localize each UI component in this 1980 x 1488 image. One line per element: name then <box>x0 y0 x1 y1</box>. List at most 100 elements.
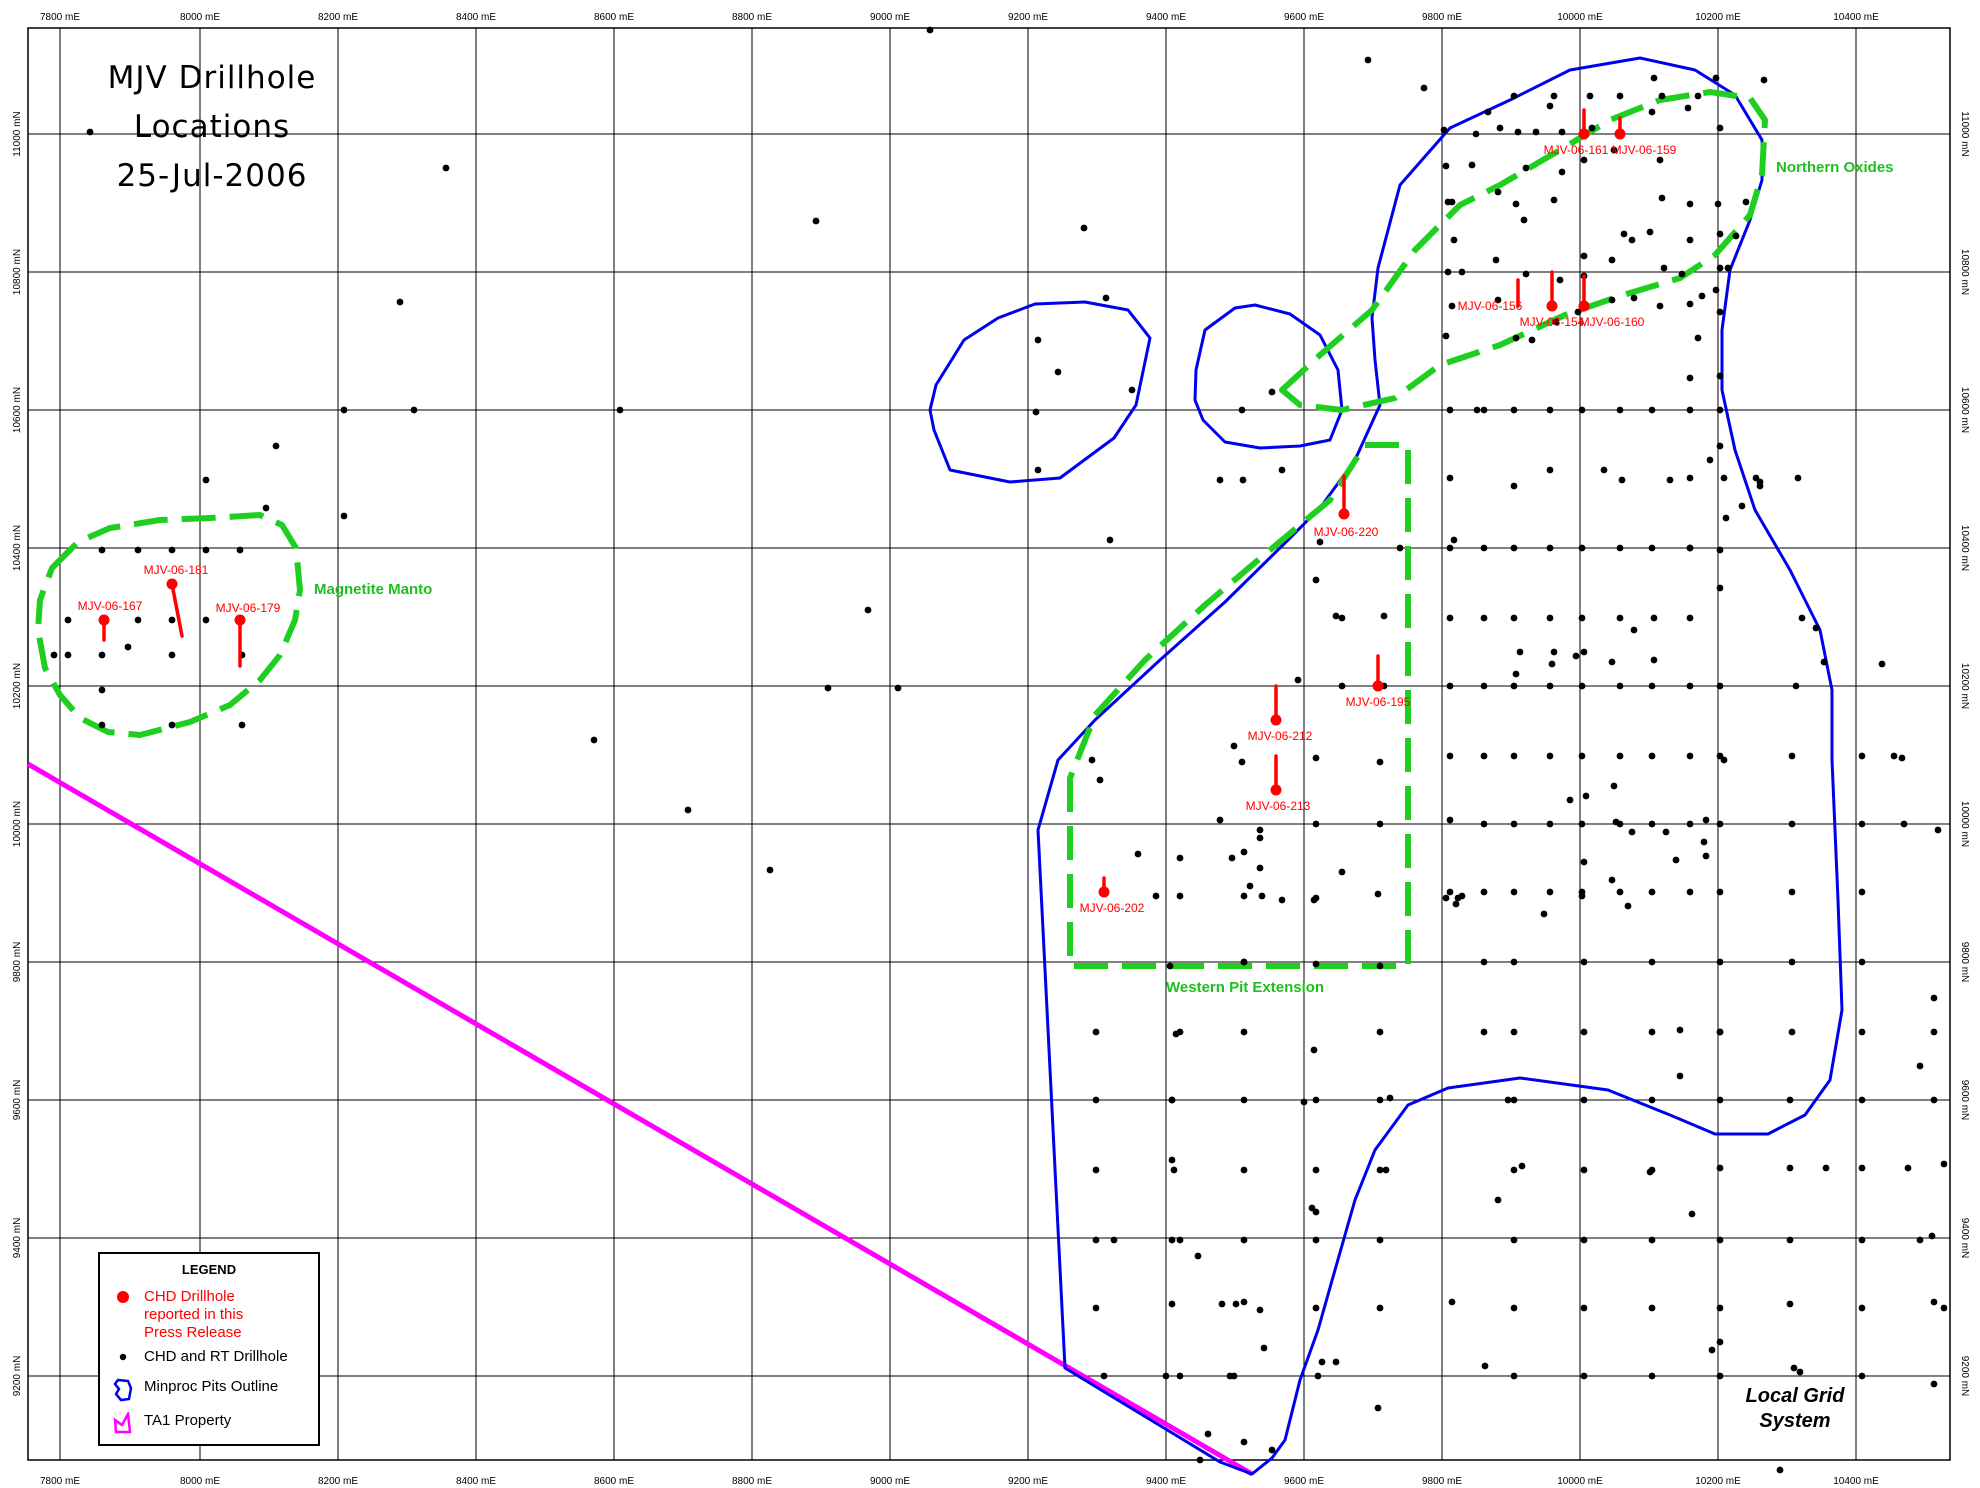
drillhole-dot <box>1240 958 1248 966</box>
drillhole-dot <box>1786 1096 1794 1104</box>
drillhole-dot <box>1686 474 1694 482</box>
drillhole-dot <box>1446 752 1454 760</box>
drillhole-dot <box>1794 474 1802 482</box>
reported-drillhole-dot <box>166 578 178 590</box>
drillhole-dot <box>236 546 244 554</box>
drillhole-dot <box>1650 614 1658 622</box>
easting-label: 9600 mE <box>1284 12 1324 23</box>
red-dot-icon <box>112 1288 134 1310</box>
drillhole-dot <box>1376 1166 1384 1174</box>
drillhole-dot <box>1510 1166 1518 1174</box>
drillhole-dot <box>1166 962 1174 970</box>
drillhole-dot <box>1788 958 1796 966</box>
drillhole-dot <box>1580 1028 1588 1036</box>
drillhole-dot <box>1312 1166 1320 1174</box>
drillhole-dot <box>1786 1164 1794 1172</box>
drillhole-dot <box>1656 302 1664 310</box>
drillhole-dot <box>410 406 418 414</box>
reported-drillhole-dot <box>1614 128 1626 140</box>
northing-label: 10200 mN <box>12 663 23 709</box>
drillhole-dot <box>1386 1094 1394 1102</box>
northing-label: 9600 mN <box>1959 1080 1970 1121</box>
drillhole-dot <box>1616 614 1624 622</box>
drillhole-dot <box>1268 1446 1276 1454</box>
drillhole-dot <box>1310 896 1318 904</box>
drillhole-dot <box>1106 536 1114 544</box>
drillhole-dot <box>1546 820 1554 828</box>
drillhole-dot <box>1168 1156 1176 1164</box>
drillhole-dot <box>1032 408 1040 416</box>
drillhole-dot <box>1092 1166 1100 1174</box>
easting-label: 9800 mE <box>1422 12 1462 23</box>
drillhole-dot <box>1720 474 1728 482</box>
drillhole-dot <box>1446 614 1454 622</box>
drillhole-dot <box>1100 1372 1108 1380</box>
drillhole-dot <box>1481 1362 1489 1370</box>
drillhole-dot <box>1648 958 1656 966</box>
drillhole-dot <box>1716 264 1724 272</box>
drillhole-dot <box>442 164 450 172</box>
drillhole-dot <box>1580 858 1588 866</box>
drillhole-dot <box>1678 270 1686 278</box>
northing-label: 10600 mN <box>1959 387 1970 433</box>
drillhole-dot <box>1238 406 1246 414</box>
drillhole-dot <box>590 736 598 744</box>
drillhole-dot <box>1312 820 1320 828</box>
drillhole-dot <box>98 651 106 659</box>
drillhole-dot <box>1034 466 1042 474</box>
drillhole-dot <box>1240 892 1248 900</box>
drillhole-dot <box>1510 752 1518 760</box>
drillhole-dot <box>168 721 176 729</box>
drillhole-dot <box>1546 682 1554 690</box>
drillhole-dot <box>1684 104 1692 112</box>
drillhole-dot <box>1858 1164 1866 1172</box>
northing-axis-labels: 11000 mN 11000 mN 10800 mN 10800 mN 10600 mN… <box>12 111 1970 1396</box>
drillhole-dot <box>64 651 72 659</box>
drillhole-dot <box>1858 820 1866 828</box>
drillhole-dot <box>1278 896 1286 904</box>
zone-label: Western Pit Extension <box>1166 979 1324 996</box>
drillhole-dot <box>1666 476 1674 484</box>
drillhole-dot <box>1216 816 1224 824</box>
drillhole-dot <box>1176 854 1184 862</box>
drillhole-dot <box>1930 994 1938 1002</box>
drillhole-dot <box>1586 92 1594 100</box>
drillhole-dot <box>1608 876 1616 884</box>
drillhole-dot <box>1170 1166 1178 1174</box>
drillhole-dot <box>1890 752 1898 760</box>
drillhole-dot <box>1450 536 1458 544</box>
drillhole-dot <box>1790 1364 1798 1372</box>
drillhole-dot <box>1216 476 1224 484</box>
drillhole-dot <box>1510 820 1518 828</box>
easting-label: 10000 mE <box>1557 1476 1603 1487</box>
zone-label: Magnetite Manto <box>314 581 432 598</box>
drillhole-dot <box>1338 682 1346 690</box>
legend-label-pit-outline: Minproc Pits Outline <box>144 1378 279 1395</box>
drillhole-dot <box>1510 614 1518 622</box>
drillhole-dot <box>1312 960 1320 968</box>
drillhole-dot <box>1786 1300 1794 1308</box>
drillhole-dot <box>1152 892 1160 900</box>
drillhole-dot <box>1550 196 1558 204</box>
drillhole-dot <box>1708 1346 1716 1354</box>
drillhole-dot <box>1898 754 1906 762</box>
drillhole-dot <box>1239 476 1247 484</box>
drillhole-dot <box>1374 890 1382 898</box>
drillhole-dot <box>1376 820 1384 828</box>
drillhole-dot <box>1714 200 1722 208</box>
drillhole-dot <box>1256 834 1264 842</box>
map-legend: LEGEND CHD Drillhole reported in this Pr… <box>98 1252 320 1446</box>
drillhole-dot <box>1716 958 1724 966</box>
drillhole-dot <box>1218 1300 1226 1308</box>
drillhole-dot <box>1574 308 1582 316</box>
drillhole-dot <box>1480 888 1488 896</box>
drillhole-dot <box>1580 252 1588 260</box>
drillhole-dot <box>1940 1160 1948 1168</box>
drillhole-dot <box>1376 962 1384 970</box>
easting-label: 10000 mE <box>1557 12 1603 23</box>
drillhole-dot <box>272 442 280 450</box>
drillhole-dot <box>1578 406 1586 414</box>
drillhole-label: MJV-06-159 <box>1612 143 1677 157</box>
map-title-line-2: Locations <box>133 109 291 145</box>
chd-rt-drillholes <box>50 26 1948 1474</box>
